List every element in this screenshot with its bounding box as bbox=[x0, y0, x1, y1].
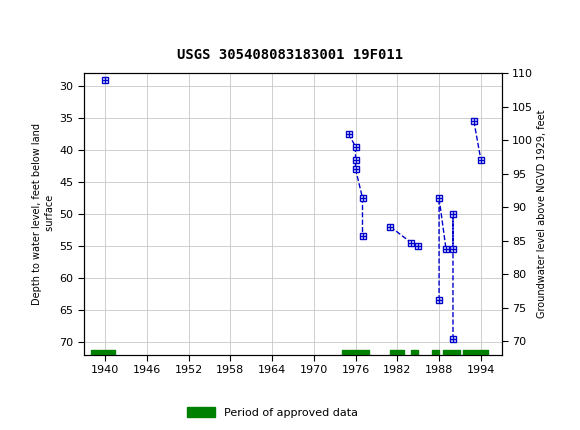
Y-axis label: Depth to water level, feet below land
 surface: Depth to water level, feet below land su… bbox=[32, 123, 56, 305]
Y-axis label: Groundwater level above NGVD 1929, feet: Groundwater level above NGVD 1929, feet bbox=[537, 110, 548, 318]
FancyBboxPatch shape bbox=[3, 3, 55, 42]
Text: USGS 305408083183001 19F011: USGS 305408083183001 19F011 bbox=[177, 48, 403, 62]
Text: ▓USGS: ▓USGS bbox=[3, 14, 72, 31]
Legend: Period of approved data: Period of approved data bbox=[183, 402, 362, 422]
